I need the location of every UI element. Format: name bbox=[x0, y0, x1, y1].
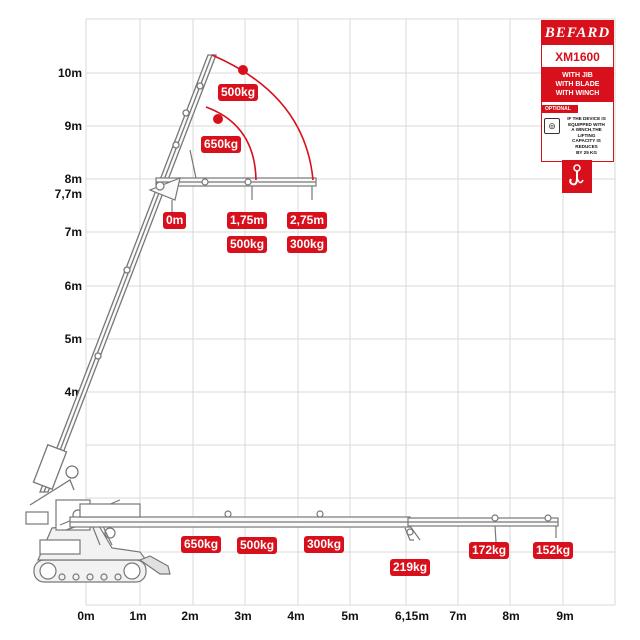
ground-capacity-3: 300kg bbox=[304, 536, 345, 553]
note-line: IF THE DEVICE IS bbox=[567, 116, 606, 121]
y-tick-label: 5m bbox=[65, 332, 82, 346]
x-tick-label: 5m bbox=[341, 609, 358, 623]
crane-base-icon bbox=[25, 499, 171, 583]
vertical-boom-icon bbox=[29, 54, 217, 506]
brand-logo: BEFARD bbox=[542, 21, 613, 45]
config-line: WITH WINCH bbox=[555, 90, 600, 97]
y-tick-label: 7m bbox=[65, 225, 82, 239]
config-line: WITH BLADE bbox=[555, 81, 600, 88]
note-line: A WINCH,THE LIFTING bbox=[571, 127, 602, 138]
x-tick-label: 3m bbox=[234, 609, 251, 623]
horizontal-boom-icon bbox=[69, 503, 559, 543]
outer-load-arc bbox=[211, 54, 314, 181]
x-tick-label: 6,15m bbox=[395, 609, 429, 623]
x-tick-label: 8m bbox=[502, 609, 519, 623]
note-line: EQUIPPED WITH bbox=[568, 121, 605, 127]
y-tick-label: 6m bbox=[65, 279, 82, 293]
outer-arc-marker bbox=[238, 65, 248, 75]
model-name: XM1600 bbox=[542, 45, 613, 68]
hook-icon bbox=[569, 164, 584, 186]
winch-note-text: IF THE DEVICE IS EQUIPPED WITH A WINCH,T… bbox=[562, 116, 611, 155]
arc-inner-capacity: 650kg bbox=[201, 136, 242, 153]
config-line: WITH JIB bbox=[562, 72, 593, 79]
winch-icon: ⊚ bbox=[544, 118, 560, 134]
x-tick-label: 9m bbox=[556, 609, 573, 623]
x-axis-ticks: 0m 1m 2m 3m 4m 5m 6,15m 7m 8m 9m bbox=[77, 609, 573, 623]
jib-distance-1: 1,75m bbox=[227, 212, 268, 229]
ground-capacity-5: 172kg bbox=[469, 542, 510, 559]
inner-load-arc bbox=[205, 106, 257, 181]
note-line: CAPACITY IS REDUCES bbox=[572, 138, 601, 149]
x-tick-label: 1m bbox=[129, 609, 146, 623]
x-tick-label: 2m bbox=[181, 609, 198, 623]
note-line: BY 25 KG bbox=[576, 149, 597, 155]
hook-tab bbox=[562, 160, 592, 193]
y-tick-label: 10m bbox=[58, 66, 82, 80]
grid bbox=[85, 18, 616, 606]
inner-arc-marker bbox=[213, 114, 223, 124]
x-tick-label: 7m bbox=[449, 609, 466, 623]
ground-capacity-2: 500kg bbox=[237, 537, 278, 554]
arc-outer-capacity: 500kg bbox=[218, 84, 259, 101]
x-tick-label: 0m bbox=[77, 609, 94, 623]
y-tick-label: 7,7m bbox=[55, 187, 82, 201]
y-tick-label: 8m bbox=[65, 172, 82, 186]
optional-label: OPTIONAL bbox=[542, 105, 578, 113]
x-tick-label: 4m bbox=[287, 609, 304, 623]
jib-capacity-1: 500kg bbox=[227, 236, 268, 253]
configuration-list: WITH JIB WITH BLADE WITH WINCH bbox=[542, 68, 613, 102]
jib-distance-0: 0m bbox=[163, 212, 187, 229]
jib-capacity-2: 300kg bbox=[287, 236, 328, 253]
jib-distance-2: 2,75m bbox=[287, 212, 328, 229]
y-tick-label: 9m bbox=[65, 119, 82, 133]
ground-capacity-1: 650kg bbox=[181, 536, 222, 553]
jib-arm-icon bbox=[148, 149, 317, 214]
model-info-panel: BEFARD XM1600 WITH JIB WITH BLADE WITH W… bbox=[541, 20, 614, 162]
ground-capacity-6: 152kg bbox=[533, 542, 574, 559]
winch-note: ⊚ IF THE DEVICE IS EQUIPPED WITH A WINCH… bbox=[542, 113, 613, 158]
ground-capacity-4: 219kg bbox=[390, 559, 431, 576]
